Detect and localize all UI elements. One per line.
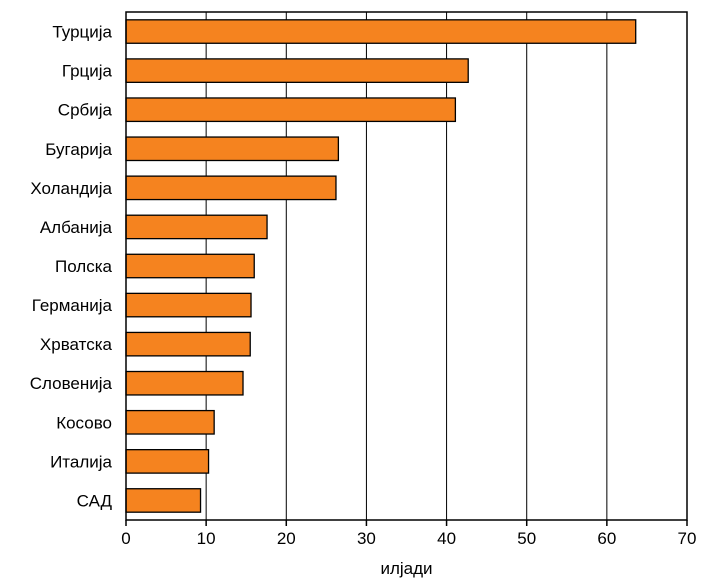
category-labels: Турција Грција Србија Бугарија Холандија Алба… [30, 23, 113, 511]
bar [125, 58, 469, 83]
category-label: Полска [55, 257, 113, 276]
x-axis-title: илјади [380, 559, 432, 578]
x-tick-label: 0 [121, 529, 130, 548]
category-label: Грција [62, 62, 113, 81]
category-label: Албанија [40, 218, 113, 237]
bar [125, 136, 340, 162]
x-tick-label: 30 [357, 529, 376, 548]
x-tick-label: 40 [437, 529, 456, 548]
bars [125, 19, 637, 513]
x-tick-label: 60 [597, 529, 616, 548]
category-label: Косово [56, 413, 112, 432]
bar [125, 409, 215, 435]
category-label: Бугарија [45, 140, 112, 159]
bar [125, 175, 337, 201]
bar [125, 331, 251, 357]
x-tick-label: 70 [678, 529, 697, 548]
x-axis-ticks: 0 10 20 30 40 50 60 70 [121, 520, 696, 548]
category-label: САД [77, 491, 113, 510]
bar [125, 253, 255, 279]
bar [125, 97, 457, 123]
category-label: Италија [50, 452, 112, 471]
x-tick-label: 10 [197, 529, 216, 548]
bar [125, 19, 637, 44]
bar [125, 488, 202, 513]
bar [125, 449, 210, 474]
category-label: Холандија [30, 179, 112, 198]
category-label: Турција [52, 23, 112, 42]
x-tick-label: 50 [517, 529, 536, 548]
category-label: Србија [58, 101, 113, 120]
category-label: Хрватска [40, 335, 113, 354]
bar [125, 292, 252, 318]
category-label: Словенија [30, 374, 113, 393]
bar [125, 214, 268, 240]
bar [125, 370, 244, 396]
grid-lines [205, 12, 608, 520]
x-tick-label: 20 [277, 529, 296, 548]
category-label: Германија [32, 296, 113, 315]
plot-frame [125, 11, 688, 521]
